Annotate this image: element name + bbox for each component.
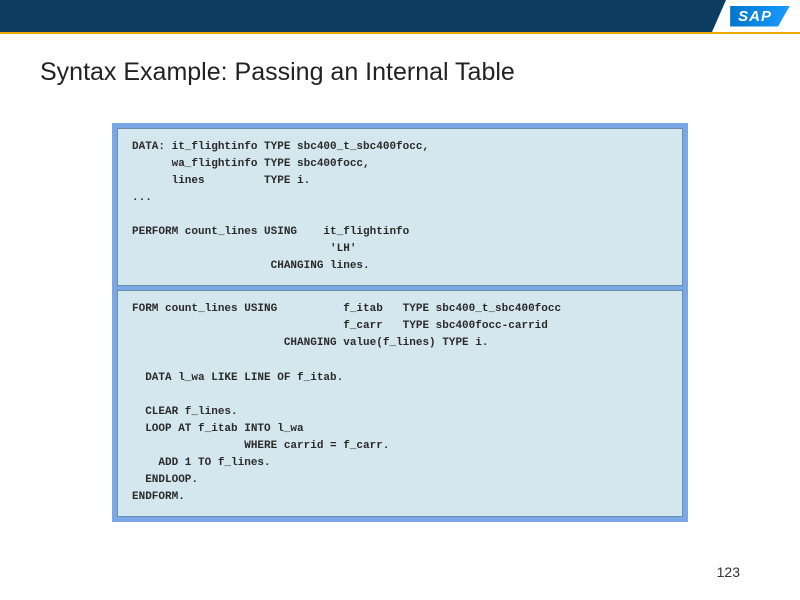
code-frame: DATA: it_flightinfo TYPE sbc400_t_sbc400… <box>112 123 688 522</box>
page-title: Syntax Example: Passing an Internal Tabl… <box>0 34 800 87</box>
page-number: 123 <box>717 564 740 580</box>
code-block-top: DATA: it_flightinfo TYPE sbc400_t_sbc400… <box>117 128 683 286</box>
sap-logo: SAP <box>730 6 790 27</box>
logo-box: SAP <box>726 0 800 32</box>
logo-slant-divider <box>712 0 726 32</box>
logo-container: SAP <box>712 0 800 32</box>
content-area: DATA: it_flightinfo TYPE sbc400_t_sbc400… <box>0 87 800 522</box>
code-block-bottom: FORM count_lines USING f_itab TYPE sbc40… <box>117 290 683 517</box>
header-bar: SAP <box>0 0 800 32</box>
